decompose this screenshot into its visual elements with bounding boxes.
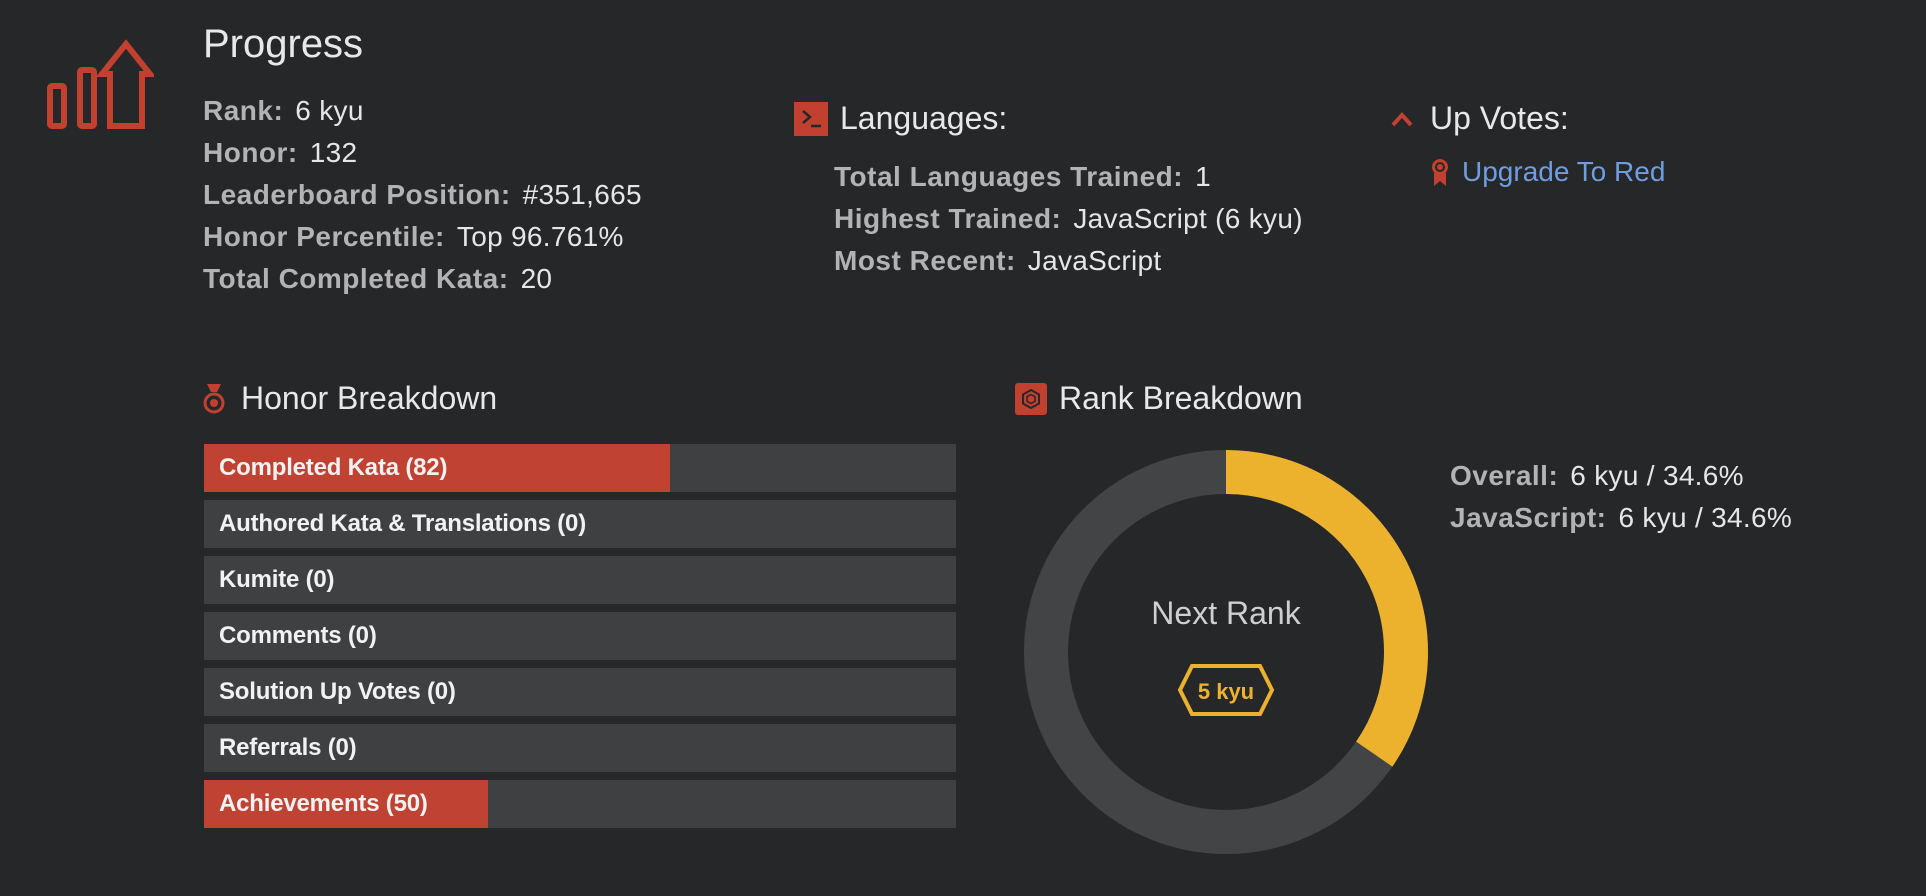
ribbon-icon — [1432, 159, 1448, 186]
progress-stats: Rank: 6 kyu Honor: 132 Leaderboard Positio… — [203, 90, 642, 300]
stat-value: 6 kyu — [295, 95, 364, 126]
stat-total-completed-kata: Total Completed Kata: 20 — [203, 258, 642, 300]
stat-value: 6 kyu / 34.6% — [1570, 460, 1744, 491]
stat-leaderboard-position: Leaderboard Position: #351,665 — [203, 174, 642, 216]
page-title: Progress — [203, 22, 364, 66]
chevron-up-icon — [1391, 111, 1413, 126]
bar-label: Referrals (0) — [219, 734, 357, 761]
stat-value: JavaScript — [1027, 245, 1162, 276]
rank-badge-hexagon — [1177, 664, 1275, 716]
stat-honor-percentile: Honor Percentile: Top 96.761% — [203, 216, 642, 258]
stat-label: Highest Trained: — [834, 203, 1062, 234]
stat-label: Honor Percentile: — [203, 221, 445, 252]
stat-value: Top 96.761% — [456, 221, 624, 252]
upvotes-heading: Up Votes: — [1390, 100, 1569, 137]
stat-label: Total Completed Kata: — [203, 263, 509, 294]
stat-highest-trained: Highest Trained: JavaScript (6 kyu) — [834, 198, 1303, 240]
bar-label: Achievements (50) — [219, 790, 428, 817]
bar-label: Completed Kata (82) — [219, 454, 448, 481]
stat-honor: Honor: 132 — [203, 132, 642, 174]
next-rank-label: Next Rank — [1151, 595, 1301, 631]
bar-fill — [204, 444, 671, 492]
terminal-icon — [794, 101, 828, 136]
honor-bar-solution-up-votes: Solution Up Votes (0) — [204, 668, 956, 716]
upvotes-title: Up Votes: — [1430, 100, 1569, 136]
honor-bar-referrals: Referrals (0) — [204, 724, 956, 772]
languages-heading: Languages: — [794, 100, 1007, 137]
languages-stats: Total Languages Trained: 1 Highest Traine… — [834, 156, 1303, 282]
donut-progress-arc — [1225, 450, 1428, 767]
stat-value: JavaScript (6 kyu) — [1073, 203, 1303, 234]
stat-label: Overall: — [1450, 460, 1559, 491]
upgrade-row: Upgrade To Red — [1430, 156, 1665, 188]
bar-label: Solution Up Votes (0) — [219, 678, 456, 705]
stat-label: Honor: — [203, 137, 298, 168]
stat-label: Leaderboard Position: — [203, 179, 511, 210]
honor-bar-achievements: Achievements (50) — [204, 780, 956, 828]
bar-label: Authored Kata & Translations (0) — [219, 510, 586, 537]
bar-label: Kumite (0) — [219, 566, 335, 593]
rank-breakdown-title: Rank Breakdown — [1059, 380, 1303, 416]
bar-label: Comments (0) — [219, 622, 377, 649]
rank-progress-donut: Next Rank 5 kyu — [1024, 450, 1428, 854]
stat-value: 132 — [309, 137, 358, 168]
stat-label: Rank: — [203, 95, 284, 126]
stat-label: Most Recent: — [834, 245, 1016, 276]
honor-breakdown-heading: Honor Breakdown — [203, 380, 497, 417]
stat-overall: Overall: 6 kyu / 34.6% — [1450, 455, 1792, 497]
stat-label: Total Languages Trained: — [834, 161, 1184, 192]
stat-value: 20 — [520, 263, 553, 294]
stat-value: 6 kyu / 34.6% — [1618, 502, 1793, 533]
honor-bar-kumite: Kumite (0) — [204, 556, 956, 604]
stat-value: 1 — [1195, 161, 1211, 192]
rank-stats: Overall: 6 kyu / 34.6% JavaScript: 6 kyu /… — [1450, 455, 1792, 539]
medal-icon — [203, 383, 225, 413]
stat-rank: Rank: 6 kyu — [203, 90, 642, 132]
stat-total-languages: Total Languages Trained: 1 — [834, 156, 1303, 198]
stat-value: #351,665 — [522, 179, 642, 210]
stat-javascript: JavaScript: 6 kyu / 34.6% — [1450, 497, 1792, 539]
honor-bar-comments: Comments (0) — [204, 612, 956, 660]
hexagon-icon — [1015, 382, 1047, 415]
honor-bar-authored-kata: Authored Kata & Translations (0) — [204, 500, 956, 548]
honor-breakdown-bars: Completed Kata (82) Authored Kata & Tran… — [204, 444, 956, 836]
languages-title: Languages: — [840, 100, 1008, 136]
next-rank-badge: 5 kyu — [1198, 679, 1254, 704]
rank-breakdown-heading: Rank Breakdown — [1015, 380, 1303, 417]
bar-fill — [204, 780, 489, 828]
honor-breakdown-title: Honor Breakdown — [241, 380, 498, 416]
upgrade-to-red-link[interactable]: Upgrade To Red — [1462, 156, 1666, 187]
honor-bar-completed-kata: Completed Kata (82) — [204, 444, 956, 492]
stat-most-recent: Most Recent: JavaScript — [834, 240, 1303, 282]
stat-label: JavaScript: — [1450, 502, 1607, 533]
progress-chart-icon — [47, 39, 154, 129]
